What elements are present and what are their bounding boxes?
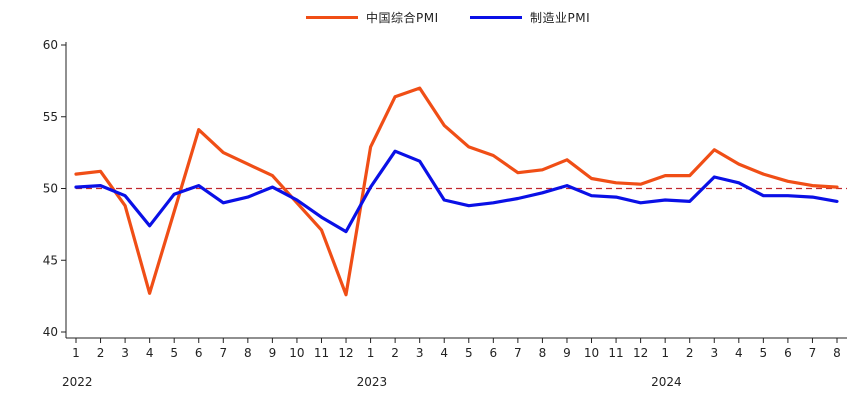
x-tick-label-21: 10 bbox=[584, 346, 599, 360]
legend-item-manufacturing-pmi[interactable]: 制造业PMI bbox=[470, 6, 590, 28]
x-tick-label-4: 5 bbox=[170, 346, 178, 360]
x-tick-label-30: 7 bbox=[809, 346, 817, 360]
legend: 中国综合PMI 制造业PMI bbox=[0, 6, 865, 28]
y-tick-label-50: 50 bbox=[43, 182, 58, 196]
legend-swatch-composite bbox=[306, 15, 358, 19]
x-tick-label-28: 5 bbox=[760, 346, 768, 360]
x-tick-label-9: 10 bbox=[289, 346, 304, 360]
y-tick-label-40: 40 bbox=[43, 325, 58, 339]
y-tick-label-45: 45 bbox=[43, 253, 58, 267]
x-tick-label-25: 2 bbox=[686, 346, 694, 360]
x-tick-label-2: 3 bbox=[121, 346, 129, 360]
x-tick-label-1: 2 bbox=[97, 346, 105, 360]
x-tick-label-0: 1 bbox=[72, 346, 80, 360]
x-tick-label-7: 8 bbox=[244, 346, 252, 360]
x-tick-label-31: 8 bbox=[833, 346, 841, 360]
x-tick-label-24: 1 bbox=[661, 346, 669, 360]
legend-label-manufacturing: 制造业PMI bbox=[530, 10, 591, 25]
x-tick-label-6: 7 bbox=[219, 346, 227, 360]
x-tick-label-5: 6 bbox=[195, 346, 203, 360]
x-tick-label-3: 4 bbox=[146, 346, 154, 360]
legend-swatch-manufacturing bbox=[470, 15, 522, 19]
series-line-composite-pmi bbox=[74, 86, 839, 297]
x-tick-label-14: 3 bbox=[416, 346, 424, 360]
legend-label-composite: 中国综合PMI bbox=[366, 10, 439, 25]
legend-item-composite-pmi[interactable]: 中国综合PMI bbox=[306, 6, 439, 28]
x-tick-label-26: 3 bbox=[710, 346, 718, 360]
x-tick-label-8: 9 bbox=[269, 346, 277, 360]
x-tick-label-20: 9 bbox=[563, 346, 571, 360]
x-tick-label-19: 8 bbox=[539, 346, 547, 360]
x-tick-label-15: 4 bbox=[440, 346, 448, 360]
x-tick-label-13: 2 bbox=[391, 346, 399, 360]
x-tick-label-22: 11 bbox=[608, 346, 623, 360]
x-tick-label-17: 6 bbox=[490, 346, 498, 360]
series-line-manufacturing-pmi bbox=[74, 149, 839, 234]
x-tick-label-16: 5 bbox=[465, 346, 473, 360]
x-tick-label-10: 11 bbox=[314, 346, 329, 360]
x-tick-label-18: 7 bbox=[514, 346, 522, 360]
y-tick-label-55: 55 bbox=[43, 110, 58, 124]
x-tick-label-23: 12 bbox=[633, 346, 648, 360]
year-label-2024: 2024 bbox=[651, 375, 682, 389]
x-tick-label-29: 6 bbox=[784, 346, 792, 360]
year-label-2022: 2022 bbox=[62, 375, 93, 389]
x-tick-label-11: 12 bbox=[338, 346, 353, 360]
y-tick-label-60: 60 bbox=[43, 38, 58, 52]
year-label-2023: 2023 bbox=[357, 375, 388, 389]
x-tick-label-27: 4 bbox=[735, 346, 743, 360]
x-tick-label-12: 1 bbox=[367, 346, 375, 360]
